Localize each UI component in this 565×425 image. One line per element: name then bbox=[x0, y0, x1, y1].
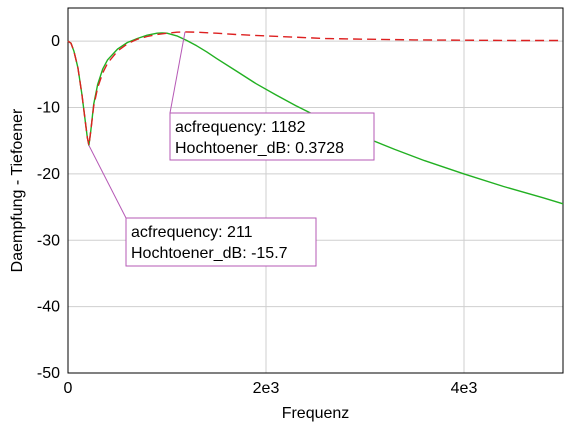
plot-area bbox=[67, 7, 564, 374]
x-tick-label: 4e3 bbox=[451, 380, 478, 397]
annotation-line-1: acfrequency: 1182 bbox=[175, 119, 306, 136]
annotation-line-2: Hochtoener_dB: -15.7 bbox=[131, 245, 288, 262]
annotation-layer: acfrequency: 1182 Hochtoener_dB: 0.3728 ac… bbox=[88, 31, 375, 267]
x-tick-label: 0 bbox=[64, 380, 73, 397]
y-tick-label: -10 bbox=[37, 100, 60, 117]
annotation-leader bbox=[169, 31, 186, 114]
plot-frame bbox=[67, 7, 564, 374]
x-axis-label: Frequenz bbox=[282, 405, 350, 422]
annotation-leader bbox=[88, 145, 127, 219]
y-axis-label: Daempfung - Tiefoener bbox=[9, 108, 26, 272]
x-tick-label: 2e3 bbox=[253, 380, 280, 397]
tick-labels: 0-10-20-30-40-500 2e3 4e3 bbox=[37, 33, 478, 397]
y-tick-label: -40 bbox=[37, 299, 60, 316]
y-tick-label: -20 bbox=[37, 166, 60, 183]
annotation-box bbox=[169, 112, 375, 161]
y-tick-label: -30 bbox=[37, 232, 60, 249]
annotation-box bbox=[125, 217, 317, 267]
y-tick-label: 0 bbox=[51, 33, 60, 50]
annotation-line-1: acfrequency: 211 bbox=[131, 224, 253, 241]
y-tick-label: -50 bbox=[37, 365, 60, 382]
annotation-line-2: Hochtoener_dB: 0.3728 bbox=[175, 140, 344, 157]
